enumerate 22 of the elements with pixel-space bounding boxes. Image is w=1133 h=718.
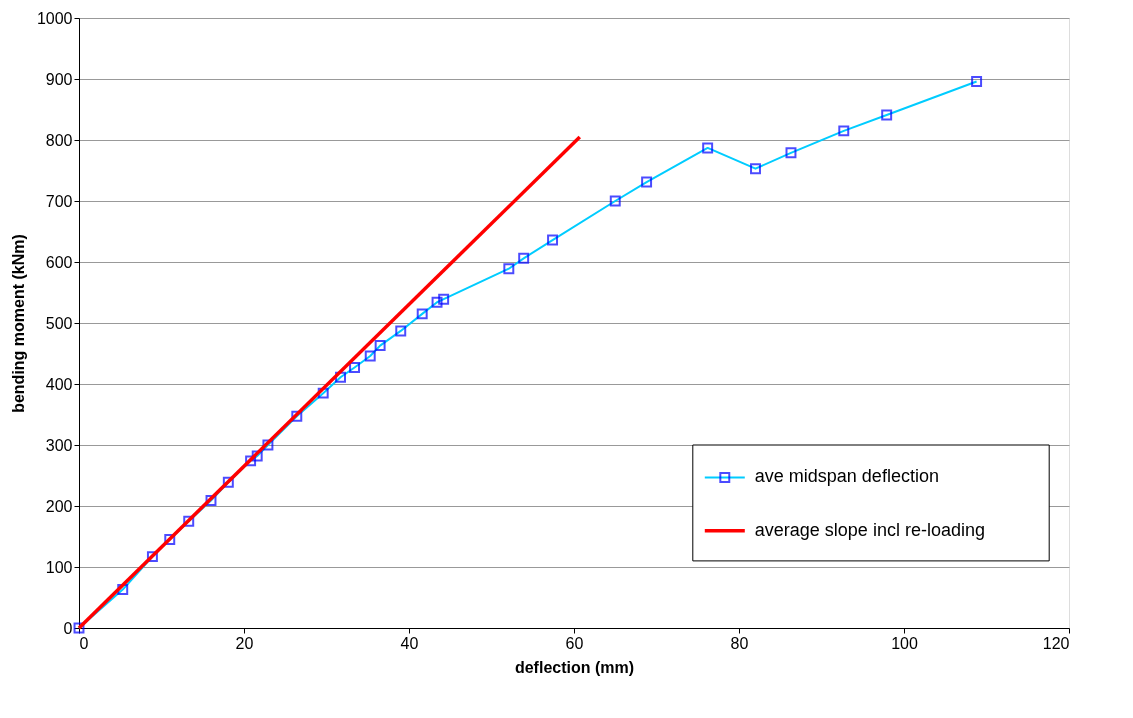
legend-label: ave midspan deflection [754, 466, 939, 487]
y-tick-label: 100 [45, 558, 73, 576]
y-tick-label: 700 [45, 192, 73, 210]
x-tick-label: 120 [1042, 634, 1070, 652]
y-tick-label: 800 [45, 131, 73, 149]
y-tick-label: 300 [45, 436, 73, 454]
x-tick-label: 100 [891, 634, 918, 652]
y-axis-title: bending moment (kNm) [9, 234, 27, 413]
y-tick-label: 400 [45, 375, 73, 393]
legend-label: average slope incl re-loading [754, 519, 985, 540]
y-tick-label: 200 [45, 497, 73, 515]
y-tick-label: 1000 [36, 9, 73, 27]
x-tick-label: 80 [730, 634, 749, 652]
y-tick-label: 0 [63, 619, 73, 637]
x-tick-label: 20 [235, 634, 254, 652]
y-tick-label: 600 [45, 253, 73, 271]
y-tick-label: 900 [45, 70, 73, 88]
x-axis-title: deflection (mm) [514, 658, 635, 676]
x-tick-label: 60 [565, 634, 584, 652]
x-tick-label: 0 [79, 634, 89, 652]
x-tick-label: 40 [400, 634, 419, 652]
y-tick-label: 500 [45, 314, 73, 332]
